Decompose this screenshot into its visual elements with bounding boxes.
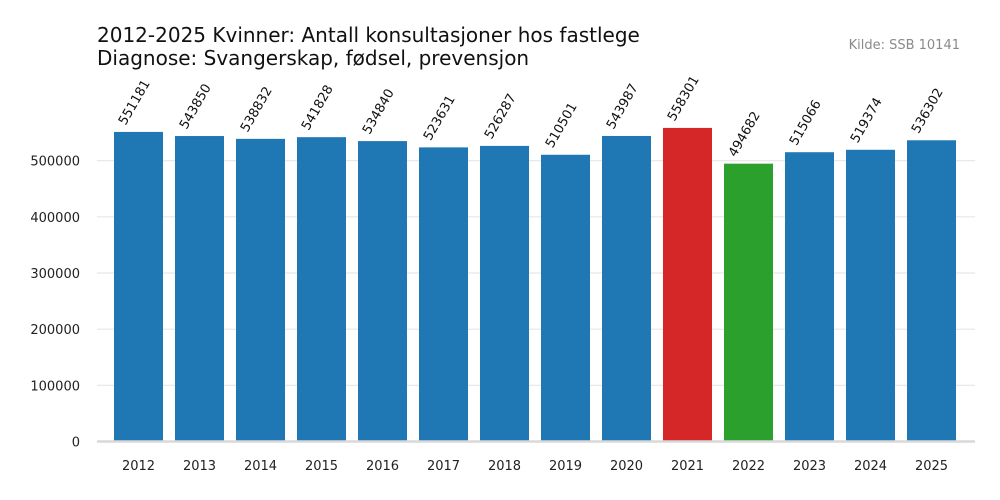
bar-value-label: 538832 [238, 84, 276, 134]
x-tick-label: 2016 [366, 459, 399, 474]
bar-value-label: 515066 [787, 98, 825, 148]
x-tick-label: 2024 [854, 459, 887, 474]
bar-value-label: 526287 [482, 91, 520, 141]
x-tick-label: 2025 [915, 459, 948, 474]
bar [114, 131, 163, 442]
x-tick-label: 2015 [305, 459, 338, 474]
bar [724, 163, 773, 442]
bar-value-label: 541828 [299, 83, 337, 133]
bar [846, 149, 895, 442]
bar-value-label: 543850 [177, 82, 215, 132]
bar [907, 140, 956, 442]
bar [358, 141, 407, 442]
y-tick-label: 100000 [30, 379, 80, 394]
x-tick-label: 2021 [671, 459, 704, 474]
bar [541, 154, 590, 442]
x-tick-label: 2013 [183, 459, 216, 474]
y-tick-label: 300000 [30, 267, 80, 282]
bar [419, 147, 468, 442]
y-tick-label: 0 [72, 436, 80, 451]
x-tick-label: 2023 [793, 459, 826, 474]
bar-value-label: 543987 [604, 81, 642, 131]
bar-value-label: 519374 [848, 95, 886, 145]
chart-title-line1: 2012-2025 Kvinner: Antall konsultasjoner… [97, 23, 640, 47]
x-tick-label: 2012 [122, 459, 155, 474]
bar [236, 138, 285, 442]
x-tick-label: 2019 [549, 459, 582, 474]
bar [602, 135, 651, 442]
x-tick-label: 2014 [244, 459, 277, 474]
x-tick-label: 2018 [488, 459, 521, 474]
bar [297, 137, 346, 442]
bar [785, 152, 834, 442]
bar-value-label: 536302 [909, 86, 947, 136]
bar-value-label: 523631 [421, 93, 459, 143]
bar-value-label: 494682 [726, 109, 764, 159]
bar-value-label: 551181 [116, 77, 154, 127]
source-note: Kilde: SSB 10141 [848, 38, 960, 53]
y-tick-label: 200000 [30, 323, 80, 338]
bar [663, 127, 712, 442]
x-tick-label: 2017 [427, 459, 460, 474]
y-tick-label: 500000 [30, 155, 80, 170]
bar [175, 136, 224, 442]
x-tick-label: 2020 [610, 459, 643, 474]
chart-title-line2: Diagnose: Svangerskap, fødsel, prevensjo… [97, 46, 530, 70]
bar-value-label: 558301 [665, 73, 703, 123]
y-tick-label: 400000 [30, 211, 80, 226]
x-tick-label: 2022 [732, 459, 765, 474]
bar-value-label: 510501 [543, 100, 581, 150]
chart-title: 2012-2025 Kvinner: Antall konsultasjoner… [97, 24, 640, 70]
bar [480, 145, 529, 442]
bar-value-label: 534840 [360, 87, 398, 137]
